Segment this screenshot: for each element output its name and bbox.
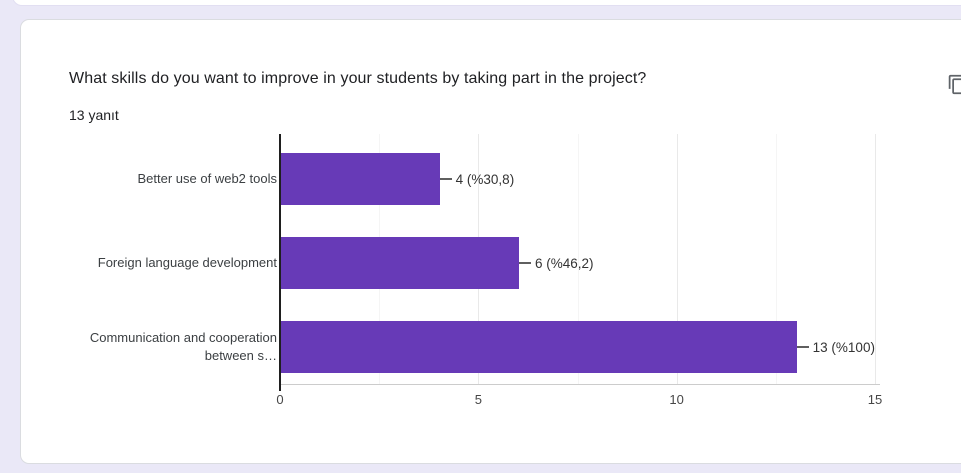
question-result-card: What skills do you want to improve in yo…	[20, 19, 961, 464]
previous-card-bottom-edge	[12, 0, 961, 6]
copy-button[interactable]	[938, 65, 961, 103]
response-count: 13 yanıt	[69, 107, 119, 123]
question-title: What skills do you want to improve in yo…	[69, 70, 647, 87]
content-copy-icon	[947, 74, 961, 95]
